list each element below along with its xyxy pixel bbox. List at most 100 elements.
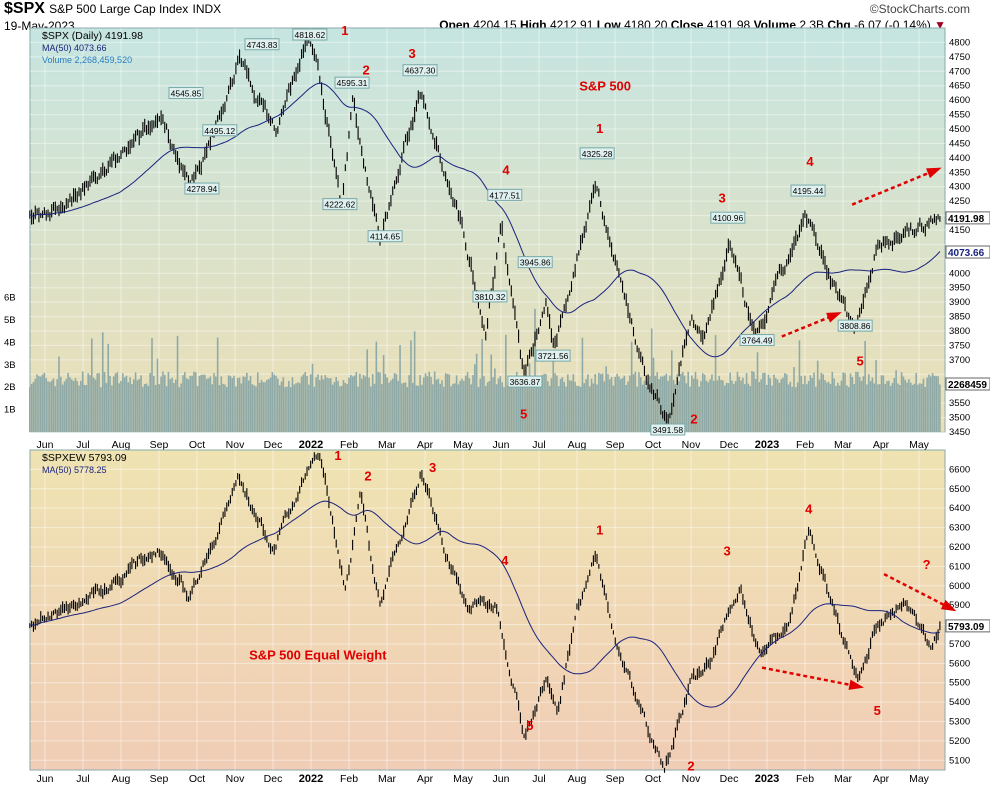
x-tick-label: Nov xyxy=(226,773,245,785)
volume-tick-label: 3B xyxy=(4,360,16,371)
price-callout-label: 4177.51 xyxy=(489,190,520,200)
y-tick-label: 4400 xyxy=(949,153,970,164)
x-tick-label: Mar xyxy=(378,439,397,451)
x-tick-label: Apr xyxy=(873,773,890,785)
y-tick-label: 3950 xyxy=(949,283,970,294)
price-callout-box xyxy=(292,28,328,41)
price-callout-box xyxy=(517,256,553,269)
x-tick-label: 2023 xyxy=(755,773,779,785)
wave-label: 2 xyxy=(364,468,371,483)
y-tick-label: 6000 xyxy=(949,581,970,592)
arrowhead-icon xyxy=(940,599,957,612)
price-callout-box xyxy=(790,184,826,197)
price-callout-box xyxy=(650,423,686,436)
x-tick-label: Apr xyxy=(417,773,434,785)
price-callout-label: 4100.96 xyxy=(712,213,743,223)
volume-tick-label: 6B xyxy=(4,293,16,304)
x-tick-label: Dec xyxy=(264,439,283,451)
wave-label: 5 xyxy=(856,354,863,369)
y-tick-label: 4350 xyxy=(949,167,970,178)
wave-label: 1 xyxy=(596,121,603,136)
price-callout-label: 4545.85 xyxy=(171,89,202,99)
price-callout-box xyxy=(535,349,571,362)
wave-label: 5 xyxy=(526,718,533,733)
x-tick-label: Jul xyxy=(532,773,545,785)
last-volume-tag-box xyxy=(945,377,990,391)
wave-label: 5 xyxy=(520,406,527,421)
volume-tick-label: 1B xyxy=(4,405,16,416)
y-tick-label: 4250 xyxy=(949,196,970,207)
y-tick-label: 5900 xyxy=(949,600,970,611)
x-tick-label: Sep xyxy=(150,439,169,451)
wave-label: 4 xyxy=(806,154,814,169)
y-tick-label: 3550 xyxy=(949,398,970,409)
y-tick-label: 6300 xyxy=(949,523,970,534)
x-tick-label: Aug xyxy=(112,439,131,451)
wave-label: 5 xyxy=(874,703,881,718)
x-tick-label: Nov xyxy=(226,439,245,451)
wave-label: 1 xyxy=(341,23,348,38)
wave-label: 1 xyxy=(596,523,603,538)
y-tick-label: 5300 xyxy=(949,717,970,728)
x-tick-label: Aug xyxy=(568,439,587,451)
arrowhead-icon xyxy=(926,167,942,179)
wave-label: 3 xyxy=(723,544,730,559)
ma50-line xyxy=(29,82,941,358)
price-callout-box xyxy=(739,334,775,347)
price-callout-box xyxy=(579,147,615,160)
price-callout-box xyxy=(402,64,438,77)
y-tick-label: 4650 xyxy=(949,81,970,92)
last-price-tag: 5793.09 xyxy=(948,622,985,633)
arrowhead-icon xyxy=(826,312,842,323)
price-callout-box xyxy=(472,290,508,303)
last-ma-tag: 4073.66 xyxy=(948,248,985,259)
last-volume-tag: 2268459 xyxy=(948,380,987,391)
y-tick-label: 4750 xyxy=(949,52,970,63)
x-tick-label: Jun xyxy=(493,439,510,451)
index-name: S&P 500 Large Cap Index xyxy=(49,2,189,16)
exchange: INDX xyxy=(192,2,222,16)
x-tick-label: Feb xyxy=(796,773,814,785)
last-price-tag-box xyxy=(945,211,990,225)
price-callout-label: 3808.86 xyxy=(840,321,871,331)
x-tick-label: May xyxy=(909,439,930,451)
price-callout-label: 4495.12 xyxy=(204,126,235,136)
price-callout-box xyxy=(322,198,358,211)
arrowhead-icon xyxy=(848,679,865,690)
wave-label: 4 xyxy=(805,501,813,516)
wave-label: ? xyxy=(923,557,931,572)
y-tick-label: 4150 xyxy=(949,225,970,236)
x-tick-label: Dec xyxy=(264,773,283,785)
y-tick-label: 4600 xyxy=(949,95,970,106)
x-tick-label: 2022 xyxy=(299,773,323,785)
x-tick-label: Oct xyxy=(645,439,661,451)
x-tick-label: Jul xyxy=(76,773,89,785)
y-tick-label: 4700 xyxy=(949,66,970,77)
x-tick-label: Aug xyxy=(112,773,131,785)
x-tick-label: Sep xyxy=(606,439,625,451)
price-callout-label: 3945.86 xyxy=(520,258,551,268)
price-callout-label: 4222.62 xyxy=(325,200,356,210)
price-callout-box xyxy=(202,124,238,137)
symbol: $SPX xyxy=(4,0,45,17)
price-callout-label: 4637.30 xyxy=(405,66,436,76)
x-tick-label: Jul xyxy=(76,439,89,451)
x-tick-label: Jul xyxy=(532,439,545,451)
x-tick-label: Mar xyxy=(834,773,853,785)
chart-title: $SPX S&P 500 Large Cap Index INDX xyxy=(4,0,221,18)
wave-label: 4 xyxy=(502,162,510,177)
price-callout-label: 3810.32 xyxy=(475,292,506,302)
x-tick-label: Apr xyxy=(417,439,434,451)
x-tick-label: Dec xyxy=(720,773,739,785)
x-tick-label: Jun xyxy=(37,773,54,785)
y-tick-label: 3500 xyxy=(949,413,970,424)
last-price-tag: 4191.98 xyxy=(948,214,985,225)
x-tick-label: May xyxy=(453,439,474,451)
volume-tick-label: 4B xyxy=(4,337,16,348)
volume-tick-label: 2B xyxy=(4,382,16,393)
x-tick-label: 2022 xyxy=(299,439,323,451)
price-callout-box xyxy=(367,230,403,243)
x-tick-label: Dec xyxy=(720,439,739,451)
x-tick-label: Nov xyxy=(682,439,701,451)
